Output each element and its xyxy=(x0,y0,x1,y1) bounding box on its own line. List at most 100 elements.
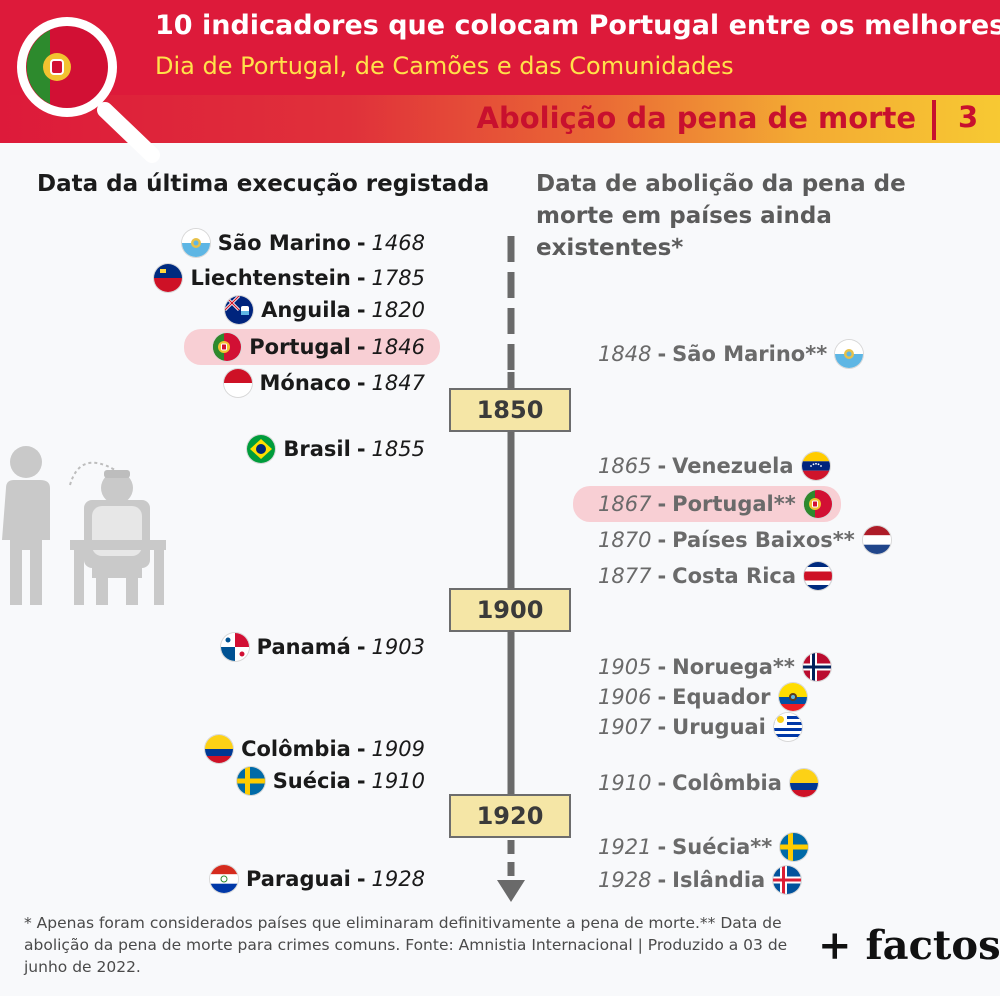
abolition-item: 1867- Portugal** xyxy=(598,488,832,520)
abolition-year: 1907 xyxy=(598,715,652,739)
execution-year: 1928 xyxy=(371,867,425,891)
separator-dash: - xyxy=(657,492,667,516)
separator-dash: - xyxy=(657,685,667,709)
country-name: Brasil xyxy=(283,437,351,461)
header-bar xyxy=(0,0,1000,95)
last-execution-item: Colômbia -1909 xyxy=(205,733,425,765)
last-execution-item: Panamá -1903 xyxy=(220,631,425,663)
portugal-flag-icon xyxy=(213,333,242,361)
separator-dash: - xyxy=(657,528,667,552)
last-execution-item: Suécia -1910 xyxy=(236,765,425,797)
country-name: Islândia xyxy=(672,868,766,892)
last-execution-item: Portugal -1846 xyxy=(213,331,425,363)
venezuela-flag-icon xyxy=(801,452,830,480)
brand-logo: + factos xyxy=(818,922,1000,969)
page-subtitle: Dia de Portugal, de Camões e das Comunid… xyxy=(155,52,734,80)
costarica-flag-icon xyxy=(804,562,833,590)
separator-dash: - xyxy=(356,437,366,461)
country-name: Colômbia xyxy=(672,771,782,795)
sweden-flag-icon xyxy=(236,767,265,795)
country-name: Colômbia xyxy=(241,737,351,761)
abolition-year: 1870 xyxy=(598,528,652,552)
abolition-item: 1865- Venezuela xyxy=(598,450,830,482)
norway-flag-icon xyxy=(802,653,831,681)
separator-dash: - xyxy=(356,231,366,255)
section-number: 3 xyxy=(958,100,979,134)
separator-dash: - xyxy=(356,371,366,395)
abolition-item: 1910- Colômbia xyxy=(598,767,818,799)
execution-year: 1468 xyxy=(371,231,425,255)
timeline-marker-1900: 1900 xyxy=(449,588,571,632)
right-column-heading: Data de abolição da pena de morte em paí… xyxy=(536,171,906,261)
country-name: Costa Rica xyxy=(672,564,797,588)
country-name: São Marino** xyxy=(672,342,828,366)
abolition-year: 1905 xyxy=(598,655,652,679)
abolition-year: 1877 xyxy=(598,564,652,588)
separator-dash: - xyxy=(657,868,667,892)
abolition-year: 1867 xyxy=(598,492,652,516)
country-name: Panamá xyxy=(256,635,351,659)
abolition-item: 1848- São Marino** xyxy=(598,338,864,370)
execution-year: 1903 xyxy=(371,635,425,659)
left-column-heading: Data da última execução registada xyxy=(37,171,490,197)
separator-dash: - xyxy=(356,266,366,290)
country-name: Uruguai xyxy=(672,715,766,739)
colombia-flag-icon xyxy=(205,735,234,763)
execution-year: 1909 xyxy=(371,737,425,761)
abolition-year: 1921 xyxy=(598,835,652,859)
country-name: Anguila xyxy=(261,298,351,322)
colombia-flag-icon xyxy=(789,769,818,797)
country-name: Mónaco xyxy=(259,371,351,395)
abolition-item: 1928- Islândia xyxy=(598,864,802,896)
abolition-item: 1905- Noruega** xyxy=(598,651,831,683)
country-name: Liechtenstein xyxy=(190,266,351,290)
last-execution-item: São Marino -1468 xyxy=(181,227,425,259)
execution-year: 1847 xyxy=(371,371,425,395)
netherlands-flag-icon xyxy=(862,526,891,554)
last-execution-item: Brasil -1855 xyxy=(247,433,425,465)
monaco-flag-icon xyxy=(223,369,252,397)
panama-flag-icon xyxy=(220,633,249,661)
brazil-flag-icon xyxy=(247,435,276,463)
separator-dash: - xyxy=(657,835,667,859)
separator-dash: - xyxy=(356,737,366,761)
separator-dash: - xyxy=(356,298,366,322)
abolition-year: 1848 xyxy=(598,342,652,366)
country-name: São Marino xyxy=(217,231,351,255)
uruguay-flag-icon xyxy=(773,713,802,741)
electric-chair-illustration xyxy=(2,446,166,605)
separator-dash: - xyxy=(657,655,667,679)
country-name: Paraguai xyxy=(245,867,351,891)
ecuador-flag-icon xyxy=(778,683,807,711)
country-name: Noruega** xyxy=(672,655,795,679)
abolition-item: 1906- Equador xyxy=(598,681,807,713)
abolition-year: 1906 xyxy=(598,685,652,709)
portugal-right-highlight xyxy=(573,486,841,522)
separator-dash: - xyxy=(657,454,667,478)
country-name: Equador xyxy=(672,685,771,709)
execution-year: 1910 xyxy=(371,769,425,793)
timeline-marker-1920: 1920 xyxy=(449,794,571,838)
paraguay-flag-icon xyxy=(209,865,238,893)
iceland-flag-icon xyxy=(773,866,802,894)
separator-dash: - xyxy=(657,715,667,739)
anguilla-flag-icon xyxy=(225,296,254,324)
abolition-item: 1877- Costa Rica xyxy=(598,560,833,592)
separator-dash: - xyxy=(657,564,667,588)
abolition-year: 1910 xyxy=(598,771,652,795)
separator-dash: - xyxy=(657,342,667,366)
separator-dash: - xyxy=(356,635,366,659)
section-band xyxy=(0,95,1000,143)
section-label: Abolição da pena de morte xyxy=(476,101,916,135)
country-name: Países Baixos** xyxy=(672,528,855,552)
abolition-item: 1907- Uruguai xyxy=(598,711,802,743)
country-name: Portugal** xyxy=(672,492,796,516)
last-execution-item: Anguila -1820 xyxy=(225,294,425,326)
execution-year: 1846 xyxy=(371,335,425,359)
last-execution-item: Paraguai -1928 xyxy=(209,863,425,895)
timeline-marker-1850: 1850 xyxy=(449,388,571,432)
separator-dash: - xyxy=(356,335,366,359)
magnifier-portugal-icon xyxy=(17,17,160,163)
country-name: Portugal xyxy=(249,335,351,359)
abolition-year: 1928 xyxy=(598,868,652,892)
